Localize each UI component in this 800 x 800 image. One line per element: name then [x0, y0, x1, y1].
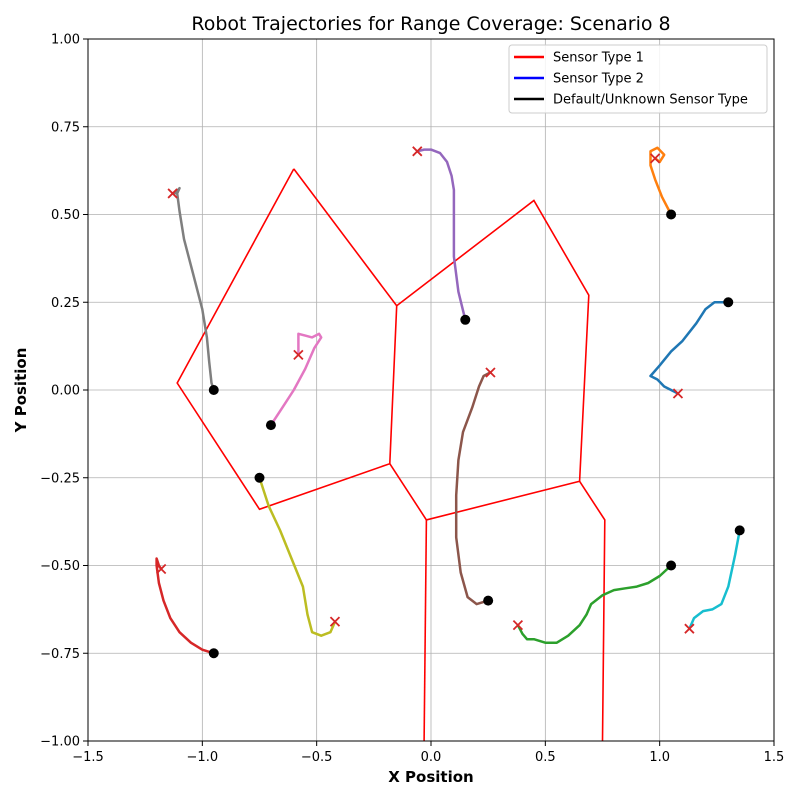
grid — [87, 38, 775, 742]
coverage-partition-lines — [176, 168, 606, 742]
x-tick-label: 0.5 — [535, 750, 556, 765]
y-tick-label: 1.00 — [51, 33, 80, 48]
x-tick-label: 0.0 — [421, 750, 442, 765]
trajectory-line — [171, 186, 216, 392]
legend-label: Default/Unknown Sensor Type — [553, 93, 748, 108]
start-point-marker — [208, 648, 219, 659]
x-axis-label: X Position — [388, 768, 473, 786]
y-tick-label: −1.00 — [40, 735, 80, 750]
partition-line — [578, 480, 606, 742]
partition-line — [389, 199, 590, 521]
x-tick-label: −1.5 — [72, 750, 104, 765]
y-axis-label: Y Position — [12, 348, 30, 434]
x-tick-label: 1.0 — [649, 750, 670, 765]
legend-box — [508, 44, 768, 114]
trajectory-series — [155, 146, 741, 655]
end-point-marker — [156, 563, 167, 575]
end-point-marker — [485, 367, 496, 378]
trajectory-line — [155, 557, 216, 655]
plot-frame — [87, 38, 775, 742]
trajectory-line — [649, 146, 673, 216]
end-point-marker — [293, 349, 304, 361]
y-tick-label: 0.25 — [51, 296, 80, 311]
trajectory-line — [258, 476, 337, 637]
end-point-marker — [672, 388, 684, 399]
trajectory-line — [688, 529, 741, 630]
trajectory-line — [269, 332, 323, 427]
start-point-marker — [483, 595, 494, 606]
legend: Sensor Type 1 Sensor Type 2 Default/Unknow… — [508, 44, 768, 114]
trajectory-line — [516, 564, 673, 644]
end-point-marker — [649, 153, 661, 164]
trajectory-line — [649, 301, 730, 395]
start-point-marker — [254, 472, 265, 483]
x-tick-label: 1.5 — [764, 750, 785, 765]
end-point-marker — [412, 146, 423, 157]
start-point-marker — [666, 209, 677, 220]
legend-label: Sensor Type 1 — [553, 51, 644, 66]
end-point-marker — [167, 188, 178, 199]
partition-line — [176, 168, 398, 511]
y-tick-label: 0.75 — [51, 120, 80, 135]
y-tick-label: −0.75 — [40, 647, 80, 662]
y-tick-label: −0.50 — [40, 559, 80, 574]
trajectory-line — [454, 371, 492, 606]
start-point-marker — [723, 297, 734, 308]
trajectory-line — [416, 148, 467, 322]
end-point-marker — [684, 623, 695, 634]
trajectory-markers — [156, 146, 745, 659]
chart-title: Robot Trajectories for Range Coverage: S… — [191, 13, 670, 35]
start-point-marker — [460, 314, 471, 325]
y-tick-label: 0.00 — [51, 384, 80, 399]
start-point-marker — [734, 525, 745, 536]
start-point-marker — [666, 560, 677, 571]
end-point-marker — [512, 620, 524, 631]
start-point-marker — [265, 420, 276, 431]
partition-line — [423, 519, 428, 742]
x-tick-label: −0.5 — [301, 750, 333, 765]
legend-label: Sensor Type 2 — [553, 72, 644, 87]
y-tick-label: 0.50 — [51, 208, 80, 223]
x-tick-label: −1.0 — [187, 750, 219, 765]
ticks: −1.5 −1.0 −0.5 0.0 0.5 1.0 1.5 −1.00 −0.75 −0.50 −… — [40, 33, 784, 766]
y-tick-label: −0.25 — [40, 471, 80, 486]
start-point-marker — [208, 385, 219, 395]
end-point-marker — [329, 616, 341, 627]
